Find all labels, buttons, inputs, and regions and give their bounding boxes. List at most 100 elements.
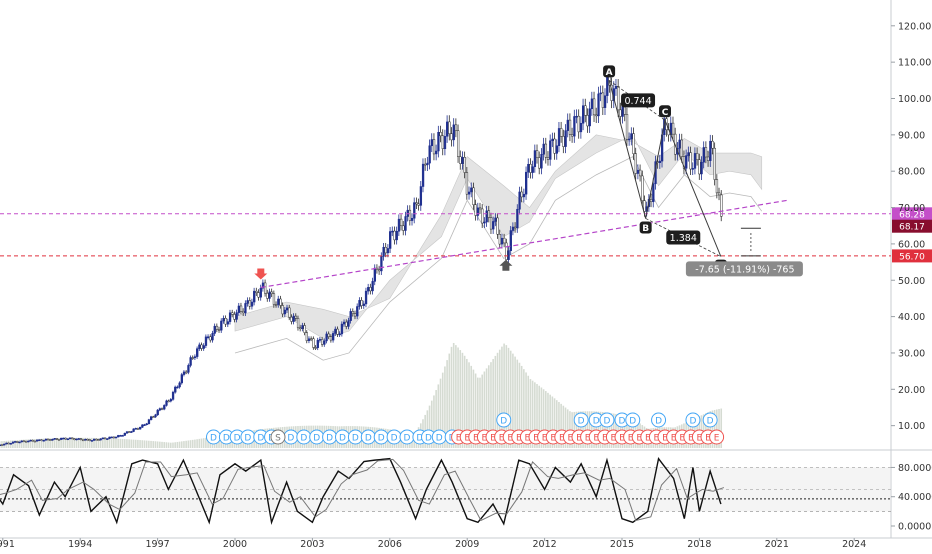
candle-body (717, 192, 721, 196)
volume-bar (174, 442, 176, 448)
candle-body (592, 98, 596, 116)
candle-body (709, 140, 712, 161)
candle-body (244, 303, 247, 314)
candle-body (384, 246, 387, 254)
candle-body (279, 298, 282, 306)
candle-body (527, 163, 530, 173)
candle-body (522, 193, 526, 198)
candle-body (237, 305, 241, 313)
oscillator-tick-label: 40.0000 (898, 492, 932, 503)
candle-body (42, 440, 45, 442)
volume-bar (126, 439, 128, 448)
candle-body (369, 287, 372, 292)
candle-body (531, 166, 534, 173)
candle-body (226, 321, 230, 325)
candle-body (185, 371, 188, 374)
candle-body (443, 136, 447, 150)
volume-bar (148, 440, 150, 448)
volume-bar (485, 368, 488, 448)
volume-bar (551, 396, 554, 448)
candle-body (136, 428, 140, 430)
volume-bar (487, 365, 490, 448)
candle-body (375, 267, 379, 271)
event-marker-label: E (499, 433, 505, 443)
date-tick-label: 2021 (765, 539, 789, 550)
price-badge-bg (892, 249, 932, 263)
candle-body (595, 114, 598, 117)
volume-bar (112, 438, 115, 448)
candle-body (215, 325, 219, 330)
candle-body (509, 230, 512, 251)
event-marker-label: D (244, 433, 251, 443)
volume-bar (207, 437, 209, 448)
volume-bar (27, 439, 30, 448)
candle-body (7, 442, 10, 445)
volume-bar (16, 440, 19, 448)
ratio-label-bg (666, 230, 701, 245)
candle-body (389, 231, 392, 249)
event-marker-label: E (619, 433, 625, 443)
volume-bar (573, 411, 576, 448)
volume-bar (549, 394, 551, 448)
volume-bar (558, 402, 560, 448)
volume-bar (492, 359, 494, 448)
candle-body (110, 436, 113, 439)
ichimoku-cloud (234, 134, 763, 339)
candle-body (327, 333, 330, 337)
volume-bar (575, 411, 578, 448)
volume-bar (95, 437, 98, 448)
candle-body (44, 438, 48, 441)
price-tick-label: 80.00 (898, 167, 925, 178)
volume-bar (80, 437, 82, 448)
volume-bar (474, 373, 477, 448)
candle-body (274, 304, 278, 306)
candle-body (294, 315, 298, 319)
candle-body (22, 440, 26, 443)
candle-body (158, 408, 162, 411)
volume-bar (711, 410, 714, 448)
volume-bar (426, 410, 429, 448)
candle-body (49, 439, 52, 441)
ratio-label: 1.384 (670, 233, 697, 244)
event-marker-label: E (602, 433, 608, 443)
candle-body (353, 313, 357, 317)
volume-bar (472, 369, 475, 448)
volume-bar (461, 352, 464, 448)
candle-body (189, 357, 192, 366)
volume-bar (154, 441, 157, 448)
volume-bar (104, 438, 106, 448)
candle-body (564, 130, 567, 147)
candle-body (713, 147, 716, 180)
volume-bar (62, 437, 65, 448)
candle-body (101, 437, 105, 440)
oscillator-tick-label: 80.0000 (898, 463, 932, 474)
candle-body (242, 311, 245, 314)
volume-bar (433, 395, 435, 448)
volume-bar (194, 439, 196, 448)
candle-body (62, 437, 65, 440)
volume-bar (553, 398, 556, 448)
volume-bar (82, 437, 84, 448)
candle-body (165, 400, 168, 406)
event-marker-dividend-upper (702, 412, 718, 428)
candle-body (174, 386, 177, 393)
event-marker-label: E (671, 433, 677, 443)
candle-body (691, 168, 694, 170)
candle-body (77, 438, 80, 440)
candle-body (696, 153, 699, 160)
candle-body (268, 291, 271, 299)
abcd-point-bg (603, 65, 616, 78)
candle-body (417, 203, 420, 206)
volume-bar (540, 387, 543, 448)
candle-body (525, 171, 528, 195)
candle-body (459, 156, 462, 164)
candle-body (682, 156, 686, 169)
volume-bar (44, 438, 47, 448)
volume-bar (544, 391, 547, 448)
candle-body (84, 438, 87, 441)
volume-bar (428, 405, 431, 448)
candle-body (119, 435, 122, 437)
candle-body (687, 152, 690, 156)
volume-bar (481, 374, 483, 448)
candle-body (625, 114, 629, 140)
